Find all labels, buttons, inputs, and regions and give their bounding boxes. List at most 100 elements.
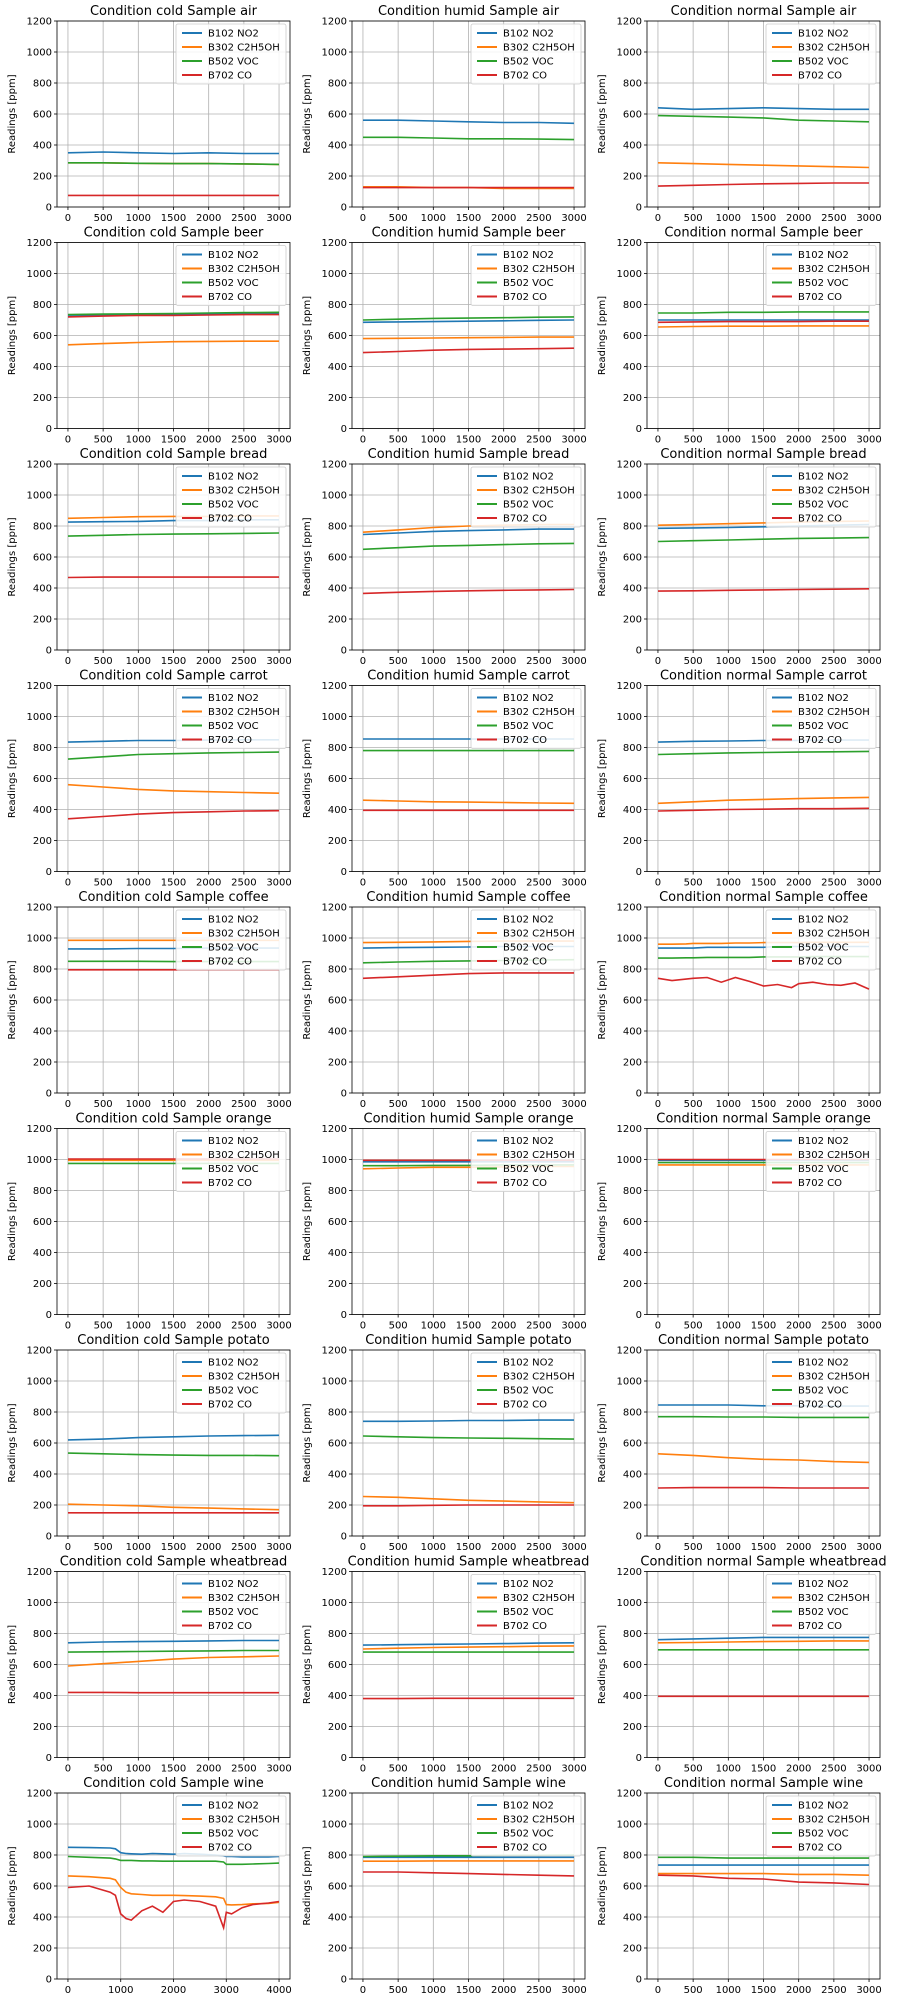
y-axis-label: Readings [ppm]	[597, 74, 608, 153]
y-tick-label: 1000	[617, 934, 642, 945]
y-tick-label: 0	[636, 1753, 642, 1764]
x-tick-label: 500	[94, 878, 113, 889]
subplot: Condition humid Sample wheatbread 0 200 400…	[302, 1555, 589, 1775]
legend-label: B302 C2H5OH	[798, 1372, 870, 1383]
x-tick-label: 2500	[821, 435, 846, 446]
x-tick-label: 0	[65, 1321, 71, 1332]
series-line-4	[363, 1871, 575, 1877]
series-line-4	[362, 347, 575, 354]
y-tick-label: 600	[33, 1882, 52, 1893]
legend-label: B502 VOC	[503, 721, 554, 732]
y-tick-label: 1200	[617, 1346, 642, 1357]
subplot-title: Condition humid Sample wheatbread	[348, 1555, 590, 1570]
series-line-4	[362, 972, 574, 980]
x-tick-label: 2000	[491, 1321, 516, 1332]
axes-frame	[646, 1128, 881, 1315]
subplot-title: Condition normal Sample carrot	[660, 669, 867, 684]
legend-label: B502 VOC	[503, 1164, 554, 1175]
x-tick-label: 2500	[526, 435, 551, 446]
x-tick-label: 2000	[786, 1099, 811, 1110]
legend-box	[175, 1795, 287, 1857]
legend-box	[175, 909, 287, 971]
legend-label: B502 VOC	[798, 500, 849, 511]
y-tick-label: 0	[341, 203, 347, 214]
legend-label: B302 C2H5OH	[503, 1150, 575, 1161]
y-tick-label: 400	[623, 141, 642, 152]
series-line-4	[657, 588, 870, 592]
legend-label: B702 CO	[798, 735, 842, 746]
legend-label: B102 NO2	[503, 1136, 554, 1147]
y-tick-label: 800	[33, 1186, 52, 1197]
legend-label: B502 VOC	[798, 1386, 849, 1397]
y-tick-label: 200	[328, 1722, 347, 1733]
series-line-3	[67, 1452, 280, 1457]
y-tick-label: 1200	[27, 1567, 52, 1578]
legend-box	[470, 466, 582, 528]
legend-label: B502 VOC	[208, 1607, 259, 1618]
x-tick-label: 1500	[456, 1321, 481, 1332]
y-tick-label: 1000	[27, 269, 52, 280]
x-tick-label: 1500	[456, 878, 481, 889]
y-axis-label: Readings [ppm]	[597, 960, 608, 1039]
y-tick-label: 1000	[27, 1155, 52, 1166]
subplot: Condition normal Sample orange 0 200 400 600…	[597, 1112, 882, 1332]
axes-frame	[351, 685, 586, 872]
x-tick-label: 3000	[266, 878, 291, 889]
y-tick-label: 400	[328, 805, 347, 816]
x-tick-label: 2000	[491, 1542, 516, 1553]
y-tick-label: 400	[33, 141, 52, 152]
x-tick-label: 2000	[161, 1985, 186, 1996]
x-tick-label: 1000	[126, 1321, 151, 1332]
y-tick-label: 0	[636, 1975, 642, 1986]
y-tick-label: 600	[623, 1439, 642, 1450]
y-tick-label: 600	[328, 1660, 347, 1671]
legend-label: B502 VOC	[208, 1829, 259, 1840]
y-tick-label: 1200	[27, 238, 52, 249]
y-tick-label: 1200	[322, 17, 347, 28]
y-tick-label: 1200	[322, 460, 347, 471]
x-tick-label: 3000	[266, 435, 291, 446]
y-axis-label: Readings [ppm]	[7, 739, 18, 818]
series-line-3	[658, 1415, 869, 1419]
legend-label: B502 VOC	[503, 278, 554, 289]
axes-frame	[56, 1349, 291, 1537]
y-tick-label: 800	[33, 1629, 52, 1640]
y-axis-label: Readings [ppm]	[302, 517, 313, 596]
legend-label: B502 VOC	[208, 1164, 259, 1175]
x-tick-label: 2000	[786, 1321, 811, 1332]
subplot: Condition normal Sample wine 0 200 400 600 80…	[597, 1776, 882, 1996]
y-tick-label: 1200	[322, 903, 347, 914]
x-tick-label: 1000	[421, 656, 446, 667]
subplot: Condition cold Sample coffee 0 200 400 600 80…	[7, 890, 292, 1110]
y-tick-label: 0	[46, 1753, 52, 1764]
y-tick-label: 0	[636, 203, 642, 214]
y-tick-label: 1000	[617, 491, 642, 502]
y-tick-label: 400	[33, 1248, 52, 1259]
axes-frame	[56, 20, 291, 208]
x-tick-label: 3000	[561, 1542, 586, 1553]
y-tick-label: 400	[328, 362, 347, 373]
series-line-3	[363, 136, 575, 141]
y-axis-label: Readings [ppm]	[7, 1182, 18, 1261]
x-tick-label: 3000	[266, 1764, 291, 1775]
series-line-3	[658, 311, 869, 314]
x-tick-label: 1000	[421, 1321, 446, 1332]
y-tick-label: 1000	[322, 1820, 347, 1831]
legend-label: B502 VOC	[798, 57, 849, 68]
x-tick-label: 1000	[716, 1764, 741, 1775]
legend-label: B102 NO2	[208, 693, 259, 704]
x-tick-label: 2500	[526, 1764, 551, 1775]
x-tick-label: 1000	[421, 1542, 446, 1553]
y-tick-label: 0	[46, 203, 52, 214]
x-tick-label: 500	[684, 1542, 703, 1553]
y-tick-label: 1200	[27, 681, 52, 692]
y-tick-label: 800	[623, 1851, 642, 1862]
y-axis-label: Readings [ppm]	[7, 296, 18, 375]
x-tick-label: 1500	[751, 213, 776, 224]
x-tick-label: 0	[65, 1542, 71, 1553]
x-tick-label: 1000	[716, 435, 741, 446]
axes-frame	[56, 1792, 291, 1980]
x-tick-label: 1500	[161, 1321, 186, 1332]
x-tick-label: 3000	[561, 1099, 586, 1110]
x-tick-label: 2000	[491, 1099, 516, 1110]
